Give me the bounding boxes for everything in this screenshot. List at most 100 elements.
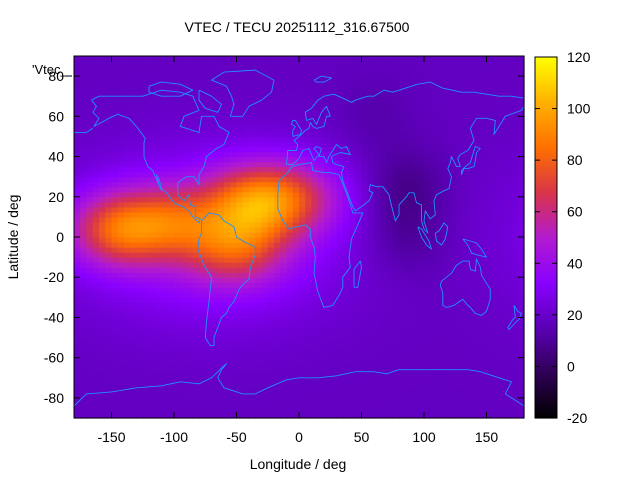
- heatmap-cell: [217, 312, 225, 319]
- heatmap-cell: [280, 151, 288, 158]
- heatmap-cell: [330, 221, 338, 228]
- heatmap-cell: [136, 141, 144, 148]
- heatmap-cell: [449, 392, 456, 399]
- heatmap-cell: [411, 61, 419, 67]
- heatmap-cell: [205, 91, 213, 97]
- heatmap-cell: [199, 237, 206, 243]
- heatmap-cell: [92, 242, 100, 248]
- heatmap-cell: [361, 111, 369, 117]
- heatmap-cell: [367, 332, 375, 339]
- heatmap-cell: [474, 277, 481, 283]
- heatmap-cell: [367, 86, 375, 92]
- heatmap-cell: [386, 387, 394, 394]
- heatmap-cell: [205, 252, 213, 258]
- heatmap-cell: [292, 367, 300, 374]
- heatmap-cell: [249, 382, 256, 389]
- heatmap-cell: [330, 292, 338, 298]
- heatmap-cell: [474, 76, 481, 82]
- heatmap-cell: [111, 382, 119, 389]
- heatmap-cell: [142, 216, 150, 223]
- heatmap-cell: [455, 131, 463, 138]
- heatmap-cell: [430, 367, 438, 374]
- heatmap-cell: [292, 282, 300, 288]
- heatmap-cell: [430, 176, 438, 183]
- heatmap-cell: [367, 66, 375, 72]
- heatmap-cell: [142, 272, 150, 278]
- heatmap-cell: [449, 367, 456, 374]
- heatmap-cell: [186, 337, 194, 344]
- heatmap-cell: [342, 141, 350, 148]
- heatmap-cell: [74, 237, 81, 243]
- heatmap-cell: [424, 206, 431, 213]
- heatmap-cell: [380, 126, 388, 133]
- heatmap-cell: [230, 121, 238, 127]
- heatmap-cell: [230, 141, 238, 148]
- heatmap-cell: [86, 277, 94, 283]
- heatmap-cell: [299, 297, 306, 303]
- heatmap-cell: [467, 387, 475, 394]
- heatmap-cell: [167, 66, 175, 72]
- heatmap-cell: [399, 322, 406, 329]
- heatmap-cell: [405, 61, 413, 67]
- heatmap-cell: [105, 231, 113, 238]
- heatmap-cell: [324, 126, 331, 133]
- heatmap-cell: [261, 292, 269, 298]
- heatmap-cell: [249, 96, 256, 102]
- heatmap-cell: [205, 342, 213, 349]
- heatmap-cell: [86, 252, 94, 258]
- heatmap-cell: [336, 126, 344, 133]
- heatmap-cell: [411, 101, 419, 107]
- heatmap-cell: [311, 56, 319, 62]
- heatmap-cell: [436, 252, 444, 258]
- heatmap-cell: [336, 176, 344, 183]
- heatmap-cell: [217, 292, 225, 298]
- heatmap-cell: [392, 402, 400, 409]
- heatmap-cell: [342, 96, 350, 102]
- heatmap-cell: [167, 367, 175, 374]
- heatmap-cell: [399, 317, 406, 324]
- heatmap-cell: [430, 312, 438, 319]
- heatmap-cell: [486, 267, 494, 273]
- heatmap-cell: [180, 327, 188, 334]
- heatmap-cell: [380, 226, 388, 233]
- heatmap-cell: [249, 267, 256, 273]
- heatmap-cell: [380, 377, 388, 384]
- heatmap-cell: [80, 267, 88, 273]
- heatmap-cell: [224, 387, 231, 394]
- heatmap-cell: [336, 352, 344, 359]
- heatmap-cell: [249, 322, 256, 329]
- heatmap-cell: [324, 317, 331, 324]
- heatmap-cell: [174, 357, 181, 364]
- heatmap-cell: [430, 362, 438, 369]
- heatmap-cell: [474, 357, 481, 364]
- heatmap-cell: [249, 327, 256, 334]
- heatmap-cell: [105, 106, 113, 112]
- heatmap-cell: [424, 136, 431, 143]
- heatmap-cell: [405, 322, 413, 329]
- heatmap-cell: [155, 327, 163, 334]
- heatmap-cell: [230, 56, 238, 62]
- heatmap-cell: [199, 412, 206, 419]
- heatmap-cell: [255, 81, 263, 87]
- heatmap-cell: [261, 307, 269, 314]
- heatmap-cell: [330, 216, 338, 223]
- heatmap-cell: [280, 272, 288, 278]
- heatmap-cell: [430, 161, 438, 168]
- heatmap-cell: [305, 156, 313, 163]
- heatmap-cell: [474, 96, 481, 102]
- heatmap-cell: [317, 307, 325, 314]
- heatmap-cell: [299, 211, 306, 218]
- heatmap-cell: [499, 231, 506, 238]
- heatmap-cell: [430, 267, 438, 273]
- heatmap-cell: [217, 176, 225, 183]
- heatmap-cell: [105, 372, 113, 379]
- heatmap-cell: [486, 186, 494, 193]
- heatmap-cell: [467, 392, 475, 399]
- heatmap-cell: [149, 136, 156, 143]
- heatmap-cell: [230, 176, 238, 183]
- heatmap-cell: [192, 372, 200, 379]
- heatmap-cell: [499, 111, 506, 117]
- heatmap-cell: [224, 252, 231, 258]
- heatmap-cell: [92, 111, 100, 117]
- heatmap-cell: [367, 151, 375, 158]
